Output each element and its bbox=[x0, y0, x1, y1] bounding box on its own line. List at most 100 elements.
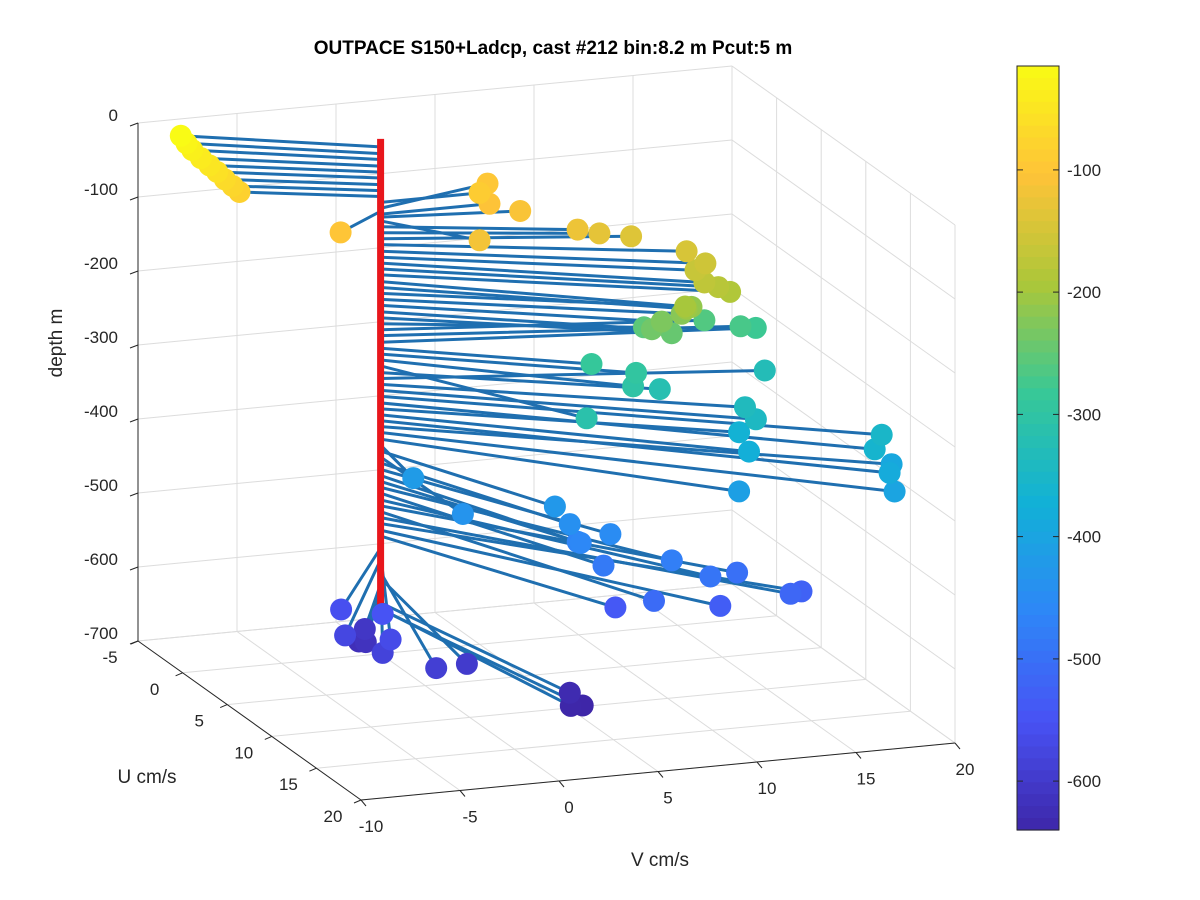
z-tick-mark bbox=[129, 196, 139, 201]
colorbar-segment bbox=[1017, 662, 1059, 676]
velocity-stem bbox=[379, 303, 664, 324]
velocity-stem bbox=[339, 546, 383, 611]
colorbar-segment bbox=[1017, 459, 1059, 473]
colorbar-segment bbox=[1017, 734, 1059, 748]
colorbar-ticks: -100 -200 -300 -400 -500 -600 bbox=[1017, 161, 1101, 791]
velocity-stem bbox=[379, 326, 758, 344]
colorbar-segment bbox=[1017, 603, 1059, 616]
velocity-stem bbox=[223, 177, 383, 187]
velocity-stem bbox=[379, 528, 722, 608]
velocity-stem bbox=[379, 425, 894, 466]
colorbar-segment bbox=[1017, 794, 1059, 807]
colorbar-segment bbox=[1017, 77, 1059, 91]
velocity-marker bbox=[543, 495, 566, 518]
colorbar: -100 -200 -300 -400 -500 -600 bbox=[1016, 65, 1101, 831]
colorbar-segment bbox=[1017, 698, 1059, 712]
colorbar-segment bbox=[1017, 376, 1059, 389]
velocity-marker bbox=[674, 295, 697, 318]
colorbar-segment bbox=[1017, 507, 1059, 521]
velocity-stem bbox=[238, 190, 383, 198]
colorbar-segment bbox=[1017, 388, 1059, 401]
velocity-marker bbox=[604, 596, 627, 619]
colorbar-tick-label: -400 bbox=[1067, 528, 1101, 547]
velocity-marker bbox=[402, 467, 425, 490]
velocity-stem bbox=[379, 607, 585, 707]
colorbar-segment bbox=[1017, 125, 1059, 139]
colorbar-segment bbox=[1017, 650, 1059, 664]
velocity-stem bbox=[379, 437, 741, 493]
colorbar-segment bbox=[1017, 746, 1059, 759]
chart-title: OUTPACE S150+Ladcp, cast #212 bin:8.2 m … bbox=[314, 38, 793, 59]
z-tick-mark bbox=[129, 418, 139, 423]
velocity-stem bbox=[379, 243, 689, 253]
tick-labels: -10 -5 0 5 10 15 20 -5 0 5 10 15 20 0 -100 -200 -300 -400… bbox=[84, 106, 974, 836]
y-tick-label: 10 bbox=[234, 743, 253, 762]
colorbar-segment bbox=[1017, 436, 1059, 449]
colorbar-segment bbox=[1017, 364, 1059, 377]
velocity-marker bbox=[334, 624, 357, 647]
velocity-stem bbox=[379, 431, 897, 493]
velocity-stem bbox=[379, 394, 884, 437]
colorbar-segment bbox=[1017, 89, 1059, 103]
colorbar-tick-label: -300 bbox=[1067, 405, 1101, 424]
velocity-marker bbox=[753, 359, 776, 382]
z-tick-label: -700 bbox=[84, 624, 118, 643]
velocity-stem bbox=[379, 382, 747, 409]
velocity-stem bbox=[379, 346, 593, 366]
colorbar-segment bbox=[1017, 543, 1059, 557]
colorbar-segment bbox=[1017, 806, 1059, 819]
colorbar-segment bbox=[1017, 149, 1059, 163]
velocity-marker bbox=[588, 222, 611, 245]
grid-line bbox=[316, 710, 911, 769]
colorbar-segment bbox=[1017, 579, 1059, 592]
velocity-stem bbox=[379, 231, 601, 235]
velocity-stem bbox=[379, 371, 662, 391]
colorbar-segment bbox=[1017, 245, 1059, 258]
z-tick-mark bbox=[129, 344, 139, 349]
colorbar-segment bbox=[1017, 209, 1059, 222]
velocity-marker bbox=[580, 353, 603, 375]
colorbar-segment bbox=[1017, 495, 1059, 509]
grid-lines bbox=[137, 65, 956, 801]
velocity-marker bbox=[694, 252, 717, 275]
colorbar-segment bbox=[1017, 519, 1059, 533]
z-tick-mark bbox=[129, 492, 139, 497]
colorbar-segment bbox=[1017, 280, 1059, 294]
colorbar-segment bbox=[1017, 567, 1059, 580]
grid-line bbox=[533, 602, 758, 763]
velocity-stem bbox=[379, 291, 693, 309]
axis-lines bbox=[129, 122, 961, 807]
velocity-marker bbox=[592, 554, 615, 577]
grid-line bbox=[182, 615, 777, 674]
grid-line bbox=[731, 509, 956, 670]
velocity-marker bbox=[729, 315, 752, 338]
z-tick-label: -500 bbox=[84, 476, 118, 495]
velocity-stem bbox=[379, 407, 741, 434]
velocity-stem bbox=[343, 558, 383, 637]
velocity-marker bbox=[575, 407, 598, 430]
colorbar-segment bbox=[1017, 328, 1059, 342]
colorbar-segment bbox=[1017, 66, 1059, 79]
velocity-marker bbox=[566, 218, 589, 241]
grid-line bbox=[731, 213, 956, 374]
velocity-stem bbox=[179, 134, 383, 149]
x-tick-label: -10 bbox=[359, 817, 384, 836]
velocity-stem bbox=[379, 249, 707, 265]
velocity-marker bbox=[648, 378, 671, 401]
velocity-stem bbox=[379, 209, 522, 219]
y-tick-mark bbox=[353, 799, 362, 804]
colorbar-gradient bbox=[1017, 66, 1059, 831]
velocity-marker bbox=[709, 594, 732, 617]
velocity-stem bbox=[379, 225, 580, 232]
z-tick-label: -300 bbox=[84, 328, 118, 347]
colorbar-segment bbox=[1017, 352, 1059, 366]
z-tick-label: -200 bbox=[84, 254, 118, 273]
velocity-stem bbox=[215, 170, 383, 180]
grid-line bbox=[731, 65, 956, 226]
colorbar-segment bbox=[1017, 424, 1059, 437]
colorbar-frame bbox=[1016, 65, 1060, 831]
velocity-marker bbox=[738, 440, 760, 463]
colorbar-segment bbox=[1017, 555, 1059, 568]
velocity-marker bbox=[883, 480, 906, 503]
